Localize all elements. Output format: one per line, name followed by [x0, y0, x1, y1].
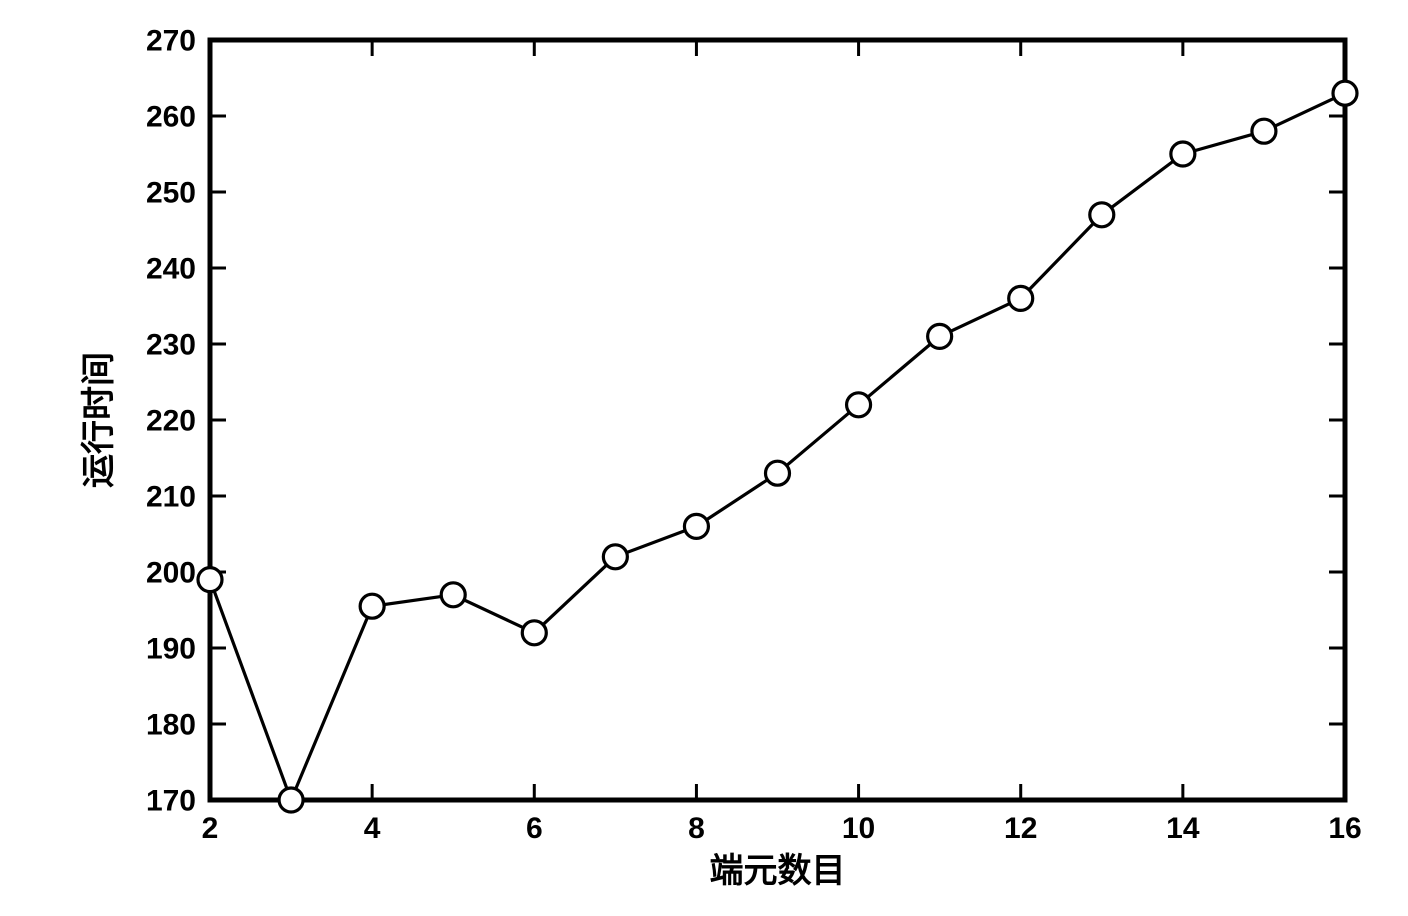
- x-tick-label: 14: [1166, 812, 1200, 845]
- x-axis-label: 端元数目: [710, 852, 846, 890]
- data-marker: [1333, 81, 1357, 105]
- x-tick-label: 16: [1328, 812, 1361, 845]
- x-tick-label: 12: [1004, 812, 1037, 845]
- y-tick-label: 260: [146, 101, 196, 134]
- y-tick-label: 190: [146, 633, 196, 666]
- x-tick-label: 6: [526, 812, 543, 845]
- data-marker: [441, 583, 465, 607]
- data-marker: [522, 621, 546, 645]
- data-marker: [198, 568, 222, 592]
- x-tick-label: 10: [842, 812, 875, 845]
- data-marker: [766, 461, 790, 485]
- data-marker: [279, 788, 303, 812]
- data-marker: [1252, 119, 1276, 143]
- data-marker: [603, 545, 627, 569]
- x-tick-label: 8: [688, 812, 705, 845]
- y-tick-label: 270: [146, 25, 196, 58]
- data-marker: [1171, 142, 1195, 166]
- y-tick-label: 200: [146, 557, 196, 590]
- data-marker: [1009, 286, 1033, 310]
- line-chart: 2 4 6 8 10 12 14 16 170 180 190 200 210 220 230 240 250 2…: [0, 0, 1408, 916]
- y-tick-label: 250: [146, 177, 196, 210]
- y-tick-label: 240: [146, 253, 196, 286]
- y-tick-label: 170: [146, 785, 196, 818]
- y-tick-label: 230: [146, 329, 196, 362]
- data-marker: [360, 594, 384, 618]
- data-marker: [847, 393, 871, 417]
- y-tick-label: 210: [146, 481, 196, 514]
- x-tick-label: 4: [364, 812, 381, 845]
- data-marker: [684, 514, 708, 538]
- x-tick-label: 2: [202, 812, 219, 845]
- y-tick-label: 180: [146, 709, 196, 742]
- y-axis-label: 运行时间: [80, 352, 118, 488]
- y-tick-label: 220: [146, 405, 196, 438]
- chart-container: 2 4 6 8 10 12 14 16 170 180 190 200 210 220 230 240 250 2…: [0, 0, 1408, 916]
- data-marker: [928, 324, 952, 348]
- data-marker: [1090, 203, 1114, 227]
